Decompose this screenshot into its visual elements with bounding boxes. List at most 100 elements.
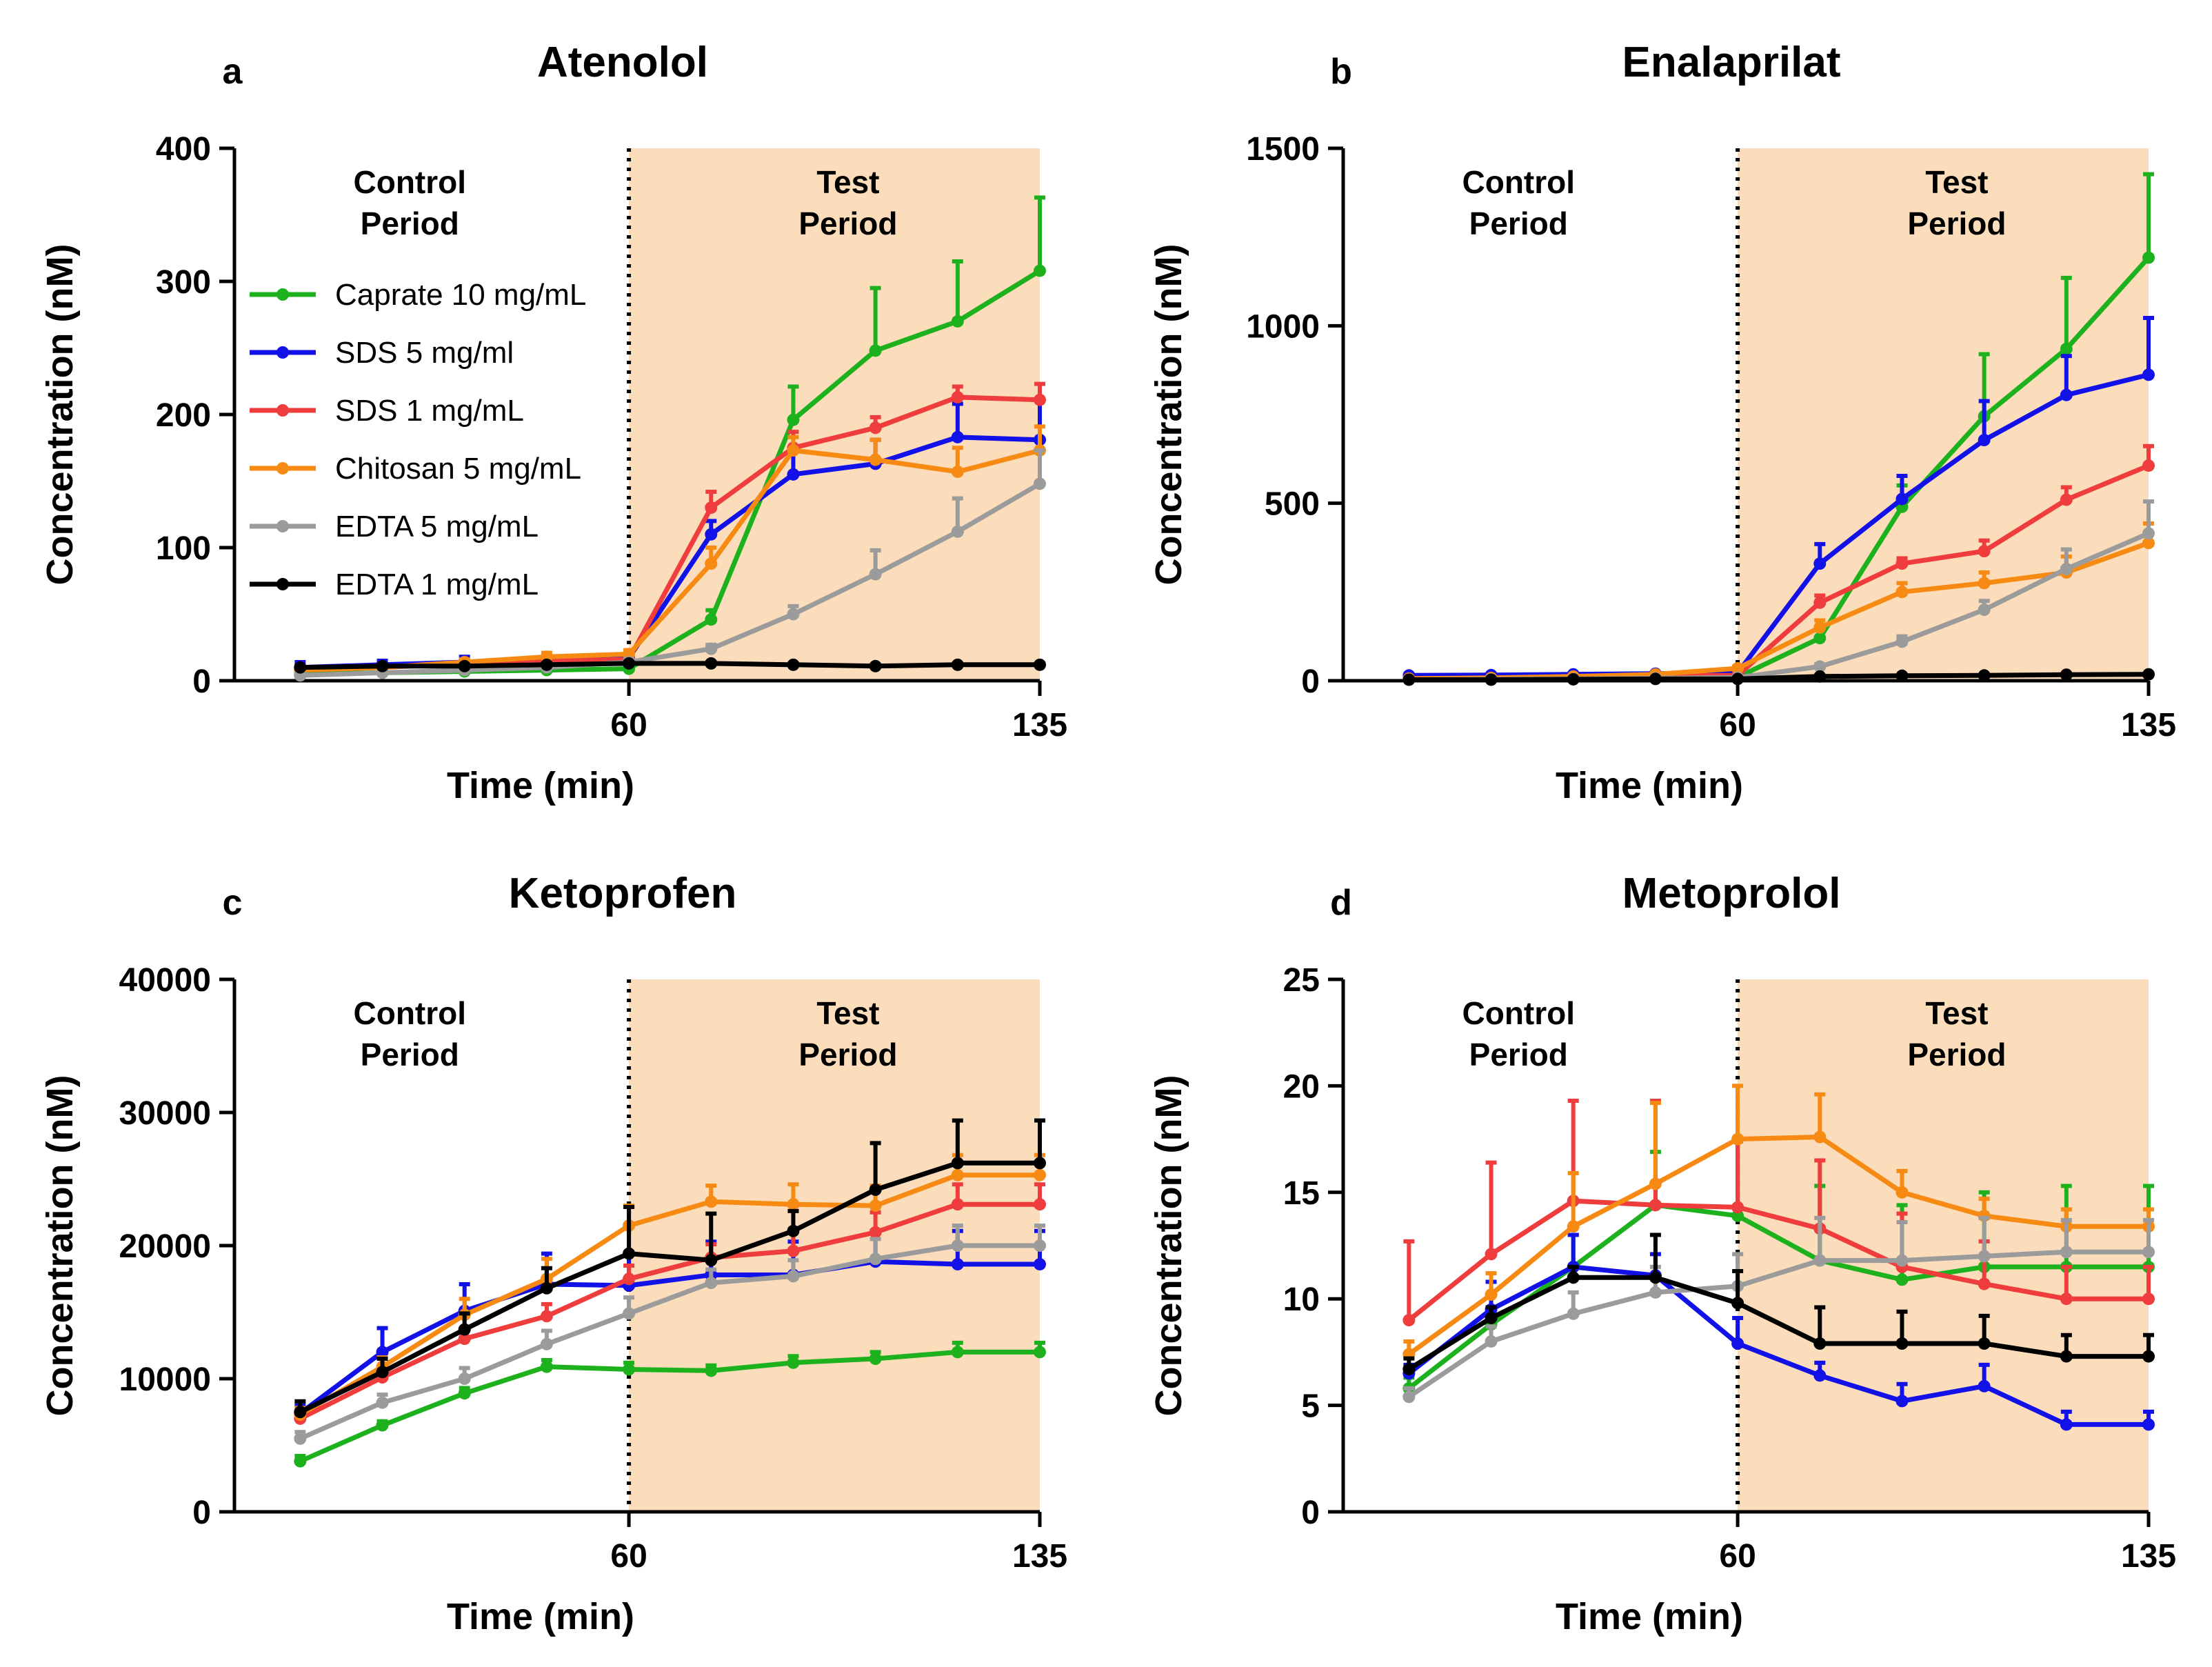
data-point	[2060, 1292, 2073, 1306]
data-point	[2060, 1246, 2073, 1259]
panel-a: Control Period Test Period 0 100 200 300 400 60 13…	[39, 39, 1067, 806]
data-point	[705, 501, 718, 515]
legend-swatch-marker	[276, 462, 289, 475]
data-point	[1034, 1168, 1046, 1181]
data-point	[1813, 632, 1827, 645]
panel-title: Ketoprofen	[509, 870, 737, 917]
data-point	[787, 1356, 800, 1369]
x-tick-label: 135	[2121, 1538, 2176, 1575]
data-point	[705, 613, 718, 626]
data-point	[951, 430, 964, 443]
data-point	[1896, 1395, 1909, 1408]
y-tick-label: 5	[1301, 1388, 1320, 1425]
data-point	[951, 1346, 964, 1359]
data-point	[1485, 673, 1498, 686]
data-point	[951, 1198, 964, 1211]
y-tick-label: 15	[1283, 1175, 1320, 1212]
panel-title: Enalaprilat	[1622, 39, 1841, 86]
series-edta-1-mg-ml	[1402, 668, 2155, 686]
y-axis-label: Concentration (nM)	[1148, 1075, 1189, 1417]
data-point	[294, 1455, 307, 1468]
data-point	[458, 1323, 471, 1336]
data-point	[376, 1346, 389, 1359]
data-point	[951, 465, 964, 478]
data-point	[1978, 1250, 1991, 1263]
x-axis-label: Time (min)	[1556, 1596, 1743, 1637]
data-point	[869, 659, 882, 672]
legend-label: EDTA 1 mg/mL	[335, 568, 539, 601]
panel-letter: b	[1330, 52, 1352, 92]
data-point	[1896, 635, 1909, 648]
data-point	[623, 1272, 636, 1286]
data-point	[540, 1281, 553, 1295]
data-point	[1485, 1311, 1498, 1324]
data-point	[1731, 1297, 1745, 1310]
data-point	[376, 1366, 389, 1379]
data-point	[787, 658, 800, 671]
data-point	[1978, 577, 1991, 590]
y-tick-label: 20000	[119, 1228, 211, 1265]
data-point	[458, 1332, 471, 1346]
data-point	[1649, 1271, 1662, 1284]
legend-item: EDTA 5 mg/mL	[250, 510, 539, 543]
data-point	[1731, 1132, 1745, 1146]
y-axis-label: Concentration (nM)	[1148, 244, 1189, 586]
series-line	[1407, 1249, 2149, 1399]
data-point	[705, 657, 718, 670]
x-tick-label: 60	[610, 707, 647, 743]
data-point	[869, 568, 882, 581]
data-point	[1567, 1271, 1580, 1284]
data-point	[705, 1254, 718, 1267]
data-point	[1813, 1254, 1827, 1267]
region-label: Test	[816, 995, 879, 1031]
data-point	[1402, 1314, 1416, 1327]
data-point	[1567, 672, 1580, 686]
data-point	[1813, 670, 1827, 683]
data-point	[1896, 1254, 1909, 1267]
data-point	[1034, 1258, 1046, 1271]
data-point	[1896, 492, 1909, 506]
data-point	[540, 1337, 553, 1350]
y-tick-label: 400	[156, 131, 211, 168]
data-point	[1731, 672, 1745, 686]
legend-item: SDS 1 mg/mL	[250, 394, 524, 428]
data-point	[623, 1307, 636, 1320]
data-point	[2142, 668, 2155, 681]
data-point	[376, 659, 389, 672]
data-point	[1896, 669, 1909, 682]
data-point	[1978, 1277, 1991, 1290]
data-point	[869, 1352, 882, 1366]
x-axis-label: Time (min)	[1556, 765, 1743, 806]
legend-label: SDS 1 mg/mL	[335, 394, 524, 428]
data-point	[2060, 1418, 2073, 1431]
data-point	[1402, 1390, 1416, 1404]
data-point	[2142, 1418, 2155, 1431]
y-tick-label: 500	[1265, 486, 1320, 523]
data-point	[1034, 1198, 1046, 1211]
data-point	[2060, 388, 2073, 401]
data-point	[869, 421, 882, 435]
panel-letter: d	[1330, 883, 1352, 923]
x-tick-label: 60	[610, 1538, 647, 1575]
data-point	[623, 1247, 636, 1260]
data-point	[1567, 1307, 1580, 1320]
data-point	[294, 1406, 307, 1419]
legend-swatch-marker	[276, 578, 289, 590]
data-point	[1034, 1157, 1046, 1170]
legend: Caprate 10 mg/mL SDS 5 mg/ml SDS 1 mg/mL Ch…	[250, 278, 586, 601]
series-line	[299, 1160, 1040, 1415]
data-point	[623, 1363, 636, 1376]
data-point	[951, 1168, 964, 1181]
legend-swatch-marker	[276, 520, 289, 532]
data-point	[1485, 1288, 1498, 1301]
data-point	[1034, 264, 1046, 277]
y-axis-label: Concentration (nM)	[39, 1075, 81, 1417]
series-line	[1409, 372, 2149, 678]
region-label: Period	[1469, 206, 1568, 241]
region-label: Period	[798, 206, 897, 241]
data-point	[1731, 1201, 1745, 1214]
panel-title: Metoprolol	[1622, 870, 1841, 917]
series-edta-5-mg-ml	[1402, 1215, 2155, 1404]
data-point	[705, 557, 718, 570]
data-point	[705, 642, 718, 655]
